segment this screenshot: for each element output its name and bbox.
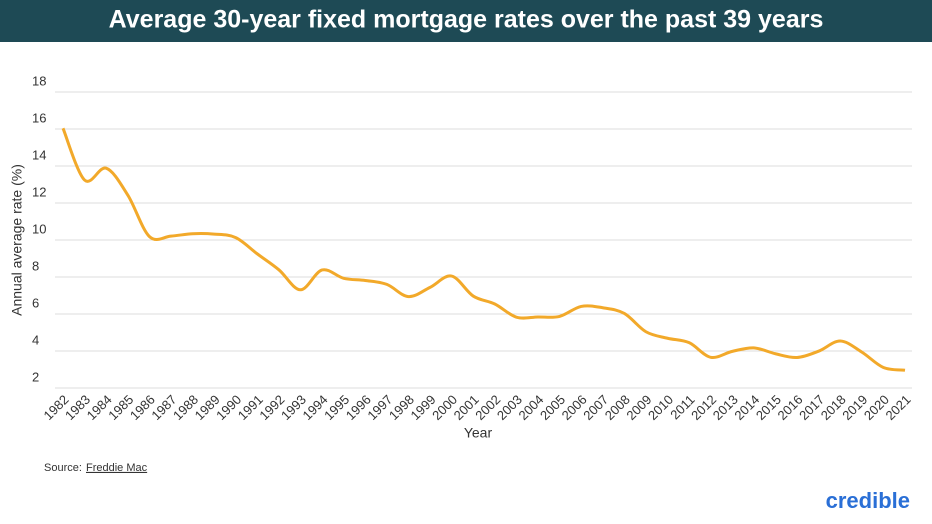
y-tick-label: 16	[32, 110, 46, 125]
source-link[interactable]: Freddie Mac	[86, 462, 148, 474]
x-tick-label: 2021	[882, 392, 913, 423]
y-tick-label: 6	[32, 295, 39, 310]
y-tick-label: 18	[32, 73, 46, 88]
brand-logo: credible	[826, 488, 910, 513]
chart-title: Average 30-year fixed mortgage rates ove…	[109, 6, 824, 34]
x-axis-label: Year	[464, 425, 493, 441]
y-tick-label: 12	[32, 184, 46, 199]
source-label: Source:	[44, 462, 82, 474]
y-tick-label: 8	[32, 258, 39, 273]
y-tick-label: 2	[32, 369, 39, 384]
header-bar	[0, 0, 932, 42]
rate-line	[61, 127, 906, 372]
y-axis-label: Annual average rate (%)	[9, 164, 25, 316]
y-tick-label: 14	[32, 147, 46, 162]
y-tick-label: 10	[32, 221, 46, 236]
y-tick-label: 4	[32, 332, 39, 347]
